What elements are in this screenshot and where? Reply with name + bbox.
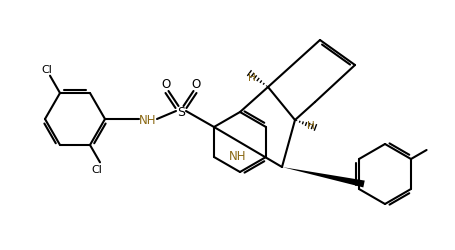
Text: H: H	[307, 120, 314, 130]
Text: NH: NH	[229, 149, 246, 162]
Text: O: O	[191, 78, 200, 91]
Text: Cl: Cl	[91, 165, 102, 174]
Text: Cl: Cl	[41, 64, 52, 74]
Text: H: H	[248, 73, 255, 83]
Text: S: S	[177, 105, 185, 118]
Polygon shape	[281, 167, 364, 188]
Text: O: O	[161, 78, 170, 91]
Text: NH: NH	[139, 113, 157, 126]
